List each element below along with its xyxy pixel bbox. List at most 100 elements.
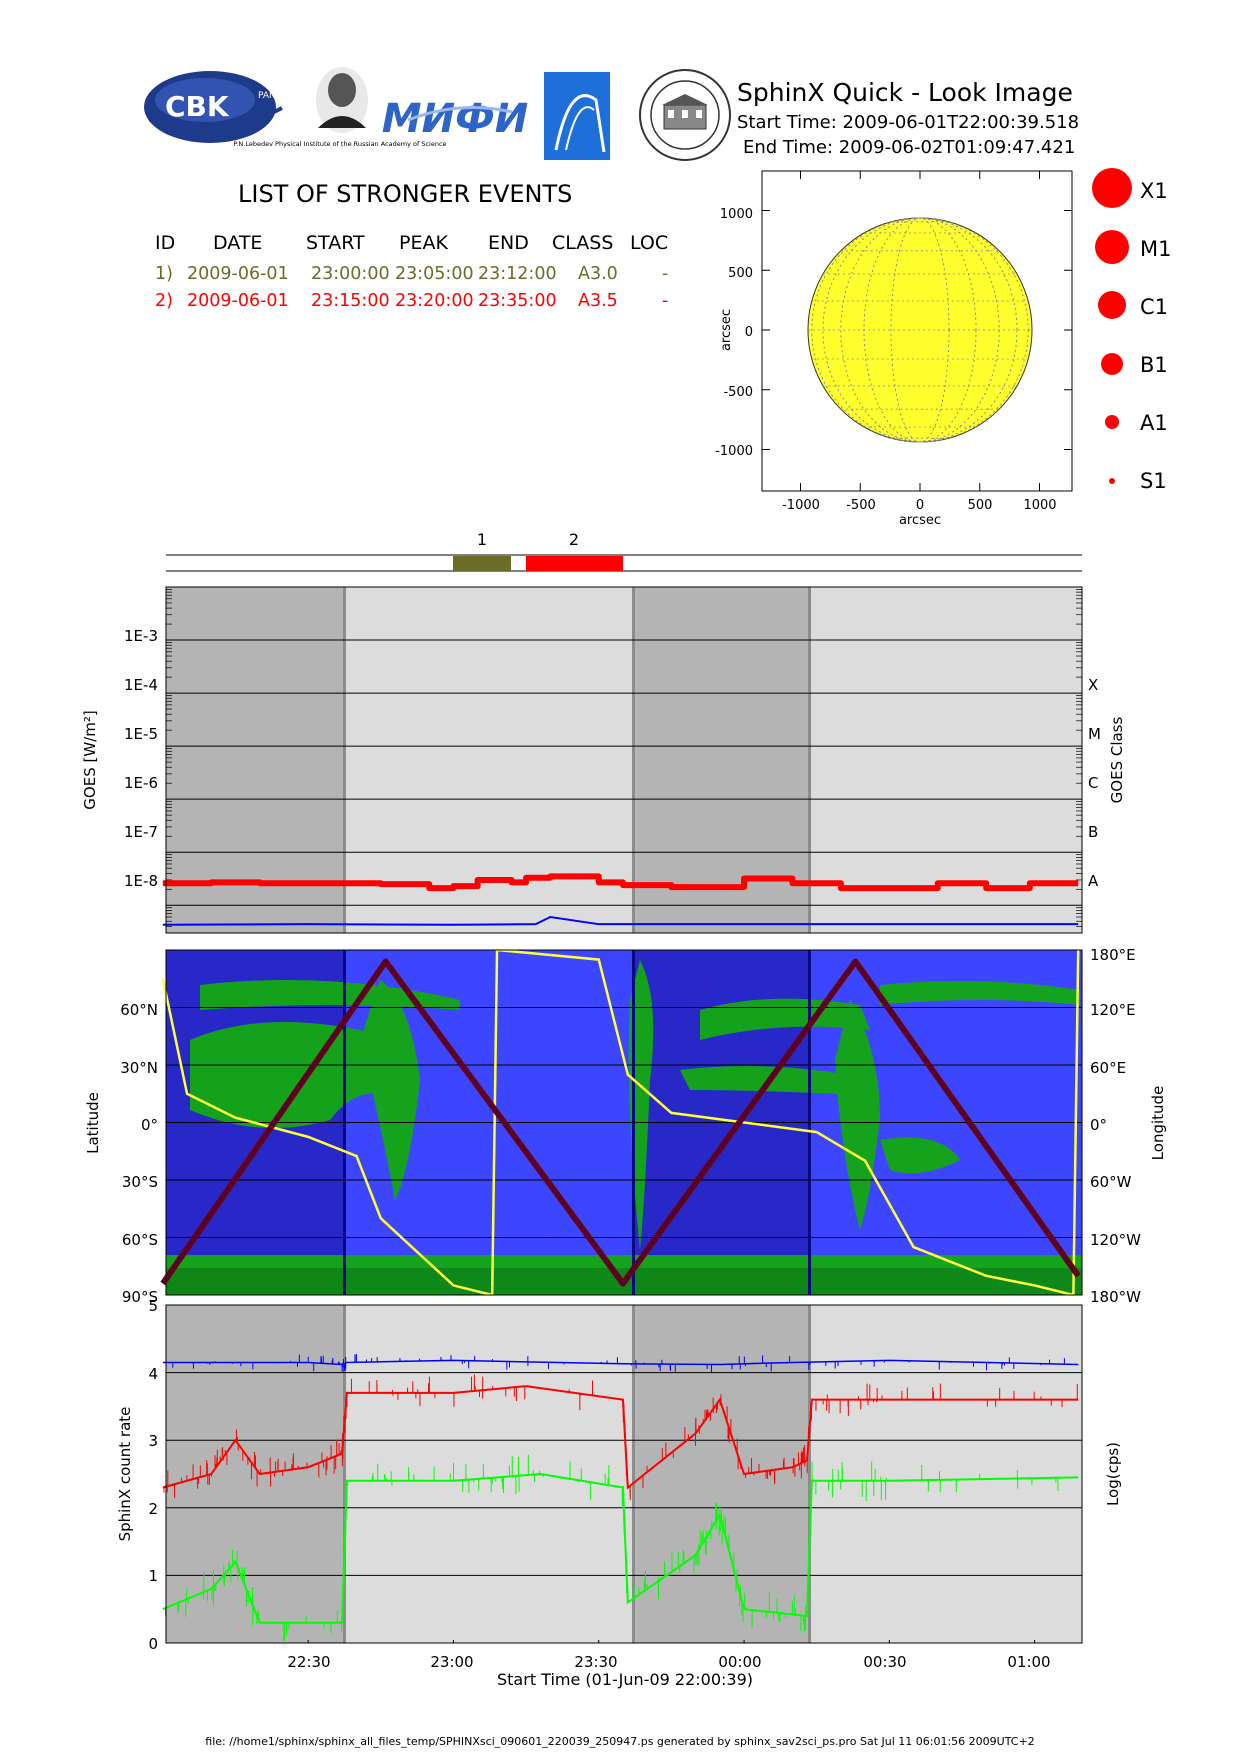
timeline-label-1: 1 (477, 530, 487, 549)
goes-minor-ticks (166, 589, 1082, 934)
solar-longitude-line (811, 217, 1029, 443)
sun-x-tick-labels: -1000 -500 0 500 1000 (782, 498, 1056, 513)
goes-eclipse-1 (166, 587, 344, 933)
orbit-map-panel: 60°N 30°N 0° 30°S 60°S 90°S 180°E 120°E … (84, 946, 1167, 1306)
counts-frame (165, 1304, 1083, 1644)
cbk-logo-text: CBK (165, 90, 230, 123)
start-time-label: Start Time: 2009-06-01T22:00:39.518 (737, 112, 1080, 133)
event-2-start: 23:15:00 (311, 291, 390, 311)
counts-ytick-0: 0 (148, 1635, 158, 1653)
goes-y2label: GOES Class (1108, 716, 1126, 803)
sun-xtick-500: 500 (968, 498, 993, 513)
cbk-logo-sub: PAN (258, 91, 276, 101)
lon-tick-180e: 180°E (1090, 946, 1136, 964)
time-tick-2300: 23:00 (430, 1653, 473, 1671)
legend-dot-a1 (1105, 415, 1119, 429)
university-seal-logo (639, 69, 731, 161)
lat-tick-60s: 60°S (122, 1231, 158, 1249)
goes-ytick-1e-5: 1E-5 (124, 725, 158, 743)
legend-label-c1: C1 (1140, 295, 1168, 319)
orbit-ylabel: Latitude (84, 1092, 102, 1154)
goes-ytick-1e-8: 1E-8 (124, 872, 158, 890)
event-1-class: A3.0 (578, 264, 618, 284)
counts-ytick-5: 5 (148, 1297, 158, 1315)
event-2-class: A3.5 (578, 291, 618, 311)
flare-class-legend: X1 M1 C1 B1 A1 S1 (1092, 168, 1171, 493)
lon-tick-60w: 60°W (1090, 1173, 1132, 1191)
goes-ytick-1e-4: 1E-4 (124, 676, 158, 694)
lebedev-portrait-logo: P.N.Lebedev Physical Institute of the Ru… (233, 67, 447, 148)
timeline-event-2 (526, 556, 623, 571)
goes-ytick-1e-6: 1E-6 (124, 774, 158, 792)
miphi-logo: МИФИ (382, 96, 528, 142)
arc-logo (544, 72, 610, 160)
event-1-start: 23:00:00 (311, 264, 390, 284)
events-header-date: DATE (213, 232, 263, 254)
legend-label-b1: B1 (1140, 353, 1168, 377)
event-1-end: 23:12:00 (478, 264, 557, 284)
cbk-logo: CBK PAN (144, 71, 283, 143)
event-2-date: 2009-06-01 (187, 291, 289, 311)
goes-long-channel (162, 873, 1079, 892)
lon-tick-120e: 120°E (1090, 1001, 1136, 1019)
event-timeline: 1 2 (166, 530, 1082, 572)
legend-dot-x1 (1092, 168, 1132, 208)
goes-eclipse-2 (633, 587, 810, 933)
miphi-logo-text: МИФИ (382, 96, 528, 142)
event-2-loc: - (662, 291, 669, 311)
solar-longitude-line (840, 217, 1000, 443)
time-tick-2330: 23:30 (574, 1653, 617, 1671)
legend-label-a1: A1 (1140, 411, 1168, 435)
time-tick-2230: 22:30 (287, 1653, 330, 1671)
image-title: SphinX Quick - Look Image (737, 78, 1073, 107)
events-header-id: ID (155, 232, 176, 254)
legend-dot-s1 (1109, 478, 1115, 484)
counts-eclipse-2 (633, 1305, 810, 1643)
goes-class-b: B (1088, 823, 1098, 841)
lat-tick-30n: 30°N (120, 1059, 158, 1077)
legend-label-s1: S1 (1140, 469, 1167, 493)
goes-short-channel (162, 915, 1079, 926)
sun-ytick-m500: -500 (723, 385, 753, 400)
timeline-label-2: 2 (569, 530, 579, 549)
sphinx-counts-panel: 5 4 3 2 1 0 SphinX count rate Log(cps) (116, 1297, 1122, 1653)
lon-tick-180w: 180°W (1090, 1288, 1141, 1306)
goes-ylabel: GOES [W/m²] (81, 710, 99, 809)
counts-blue-channel (162, 1359, 1079, 1366)
sun-disk-map: 1000 500 0 -500 -1000 -1000 -500 0 500 1… (715, 170, 1073, 528)
counts-ylabel: SphinX count rate (116, 1407, 134, 1542)
saa-regions (166, 960, 1082, 1295)
sun-xtick-m1000: -1000 (782, 498, 820, 513)
counts-ytick-2: 2 (148, 1500, 158, 1518)
sun-ytick-m1000: -1000 (715, 444, 753, 459)
counts-y-tick-labels: 5 4 3 2 1 0 (148, 1297, 158, 1653)
lat-tick-90s: 90°S (122, 1288, 158, 1306)
footer-file-info: file: //home1/sphinx/sphinx_all_files_te… (205, 1735, 1035, 1748)
orbit-latitude-track (160, 958, 1081, 1287)
goes-flux-panel: 1E-3 1E-4 1E-5 1E-6 1E-7 1E-8 X M C B A … (81, 586, 1126, 934)
goes-frame (165, 586, 1083, 934)
event-2-peak: 23:20:00 (395, 291, 474, 311)
orbit-frame (165, 949, 1083, 1296)
solar-grid (808, 217, 1032, 443)
time-axis: 22:30 23:00 23:30 00:00 00:30 01:00 Star… (287, 1640, 1051, 1689)
event-1-id: 1) (155, 264, 173, 284)
event-1-date: 2009-06-01 (187, 264, 289, 284)
institution-logos: CBK PAN P.N.Lebedev Physical Institute o… (144, 67, 731, 161)
time-tick-0030: 00:30 (863, 1653, 906, 1671)
counts-ytick-4: 4 (148, 1365, 158, 1383)
sun-xlabel: arcsec (899, 513, 941, 528)
goes-class-c: C (1088, 774, 1098, 792)
goes-class-a: A (1088, 872, 1099, 890)
counts-y2label: Log(cps) (1104, 1442, 1122, 1506)
goes-class-labels: X M C B A (1088, 676, 1101, 890)
time-tick-0100: 01:00 (1007, 1653, 1050, 1671)
goes-gridlines (166, 639, 1082, 906)
lat-tick-30s: 30°S (122, 1173, 158, 1191)
sun-xtick-m500: -500 (846, 498, 876, 513)
time-axis-ticks (307, 1640, 1036, 1643)
event-1-loc: - (662, 264, 669, 284)
end-time-label: End Time: 2009-06-02T01:09:47.421 (743, 137, 1076, 158)
orbit-lon-tick-labels: 180°E 120°E 60°E 0° 60°W 120°W 180°W (1090, 946, 1141, 1306)
goes-class-m: M (1088, 725, 1101, 743)
